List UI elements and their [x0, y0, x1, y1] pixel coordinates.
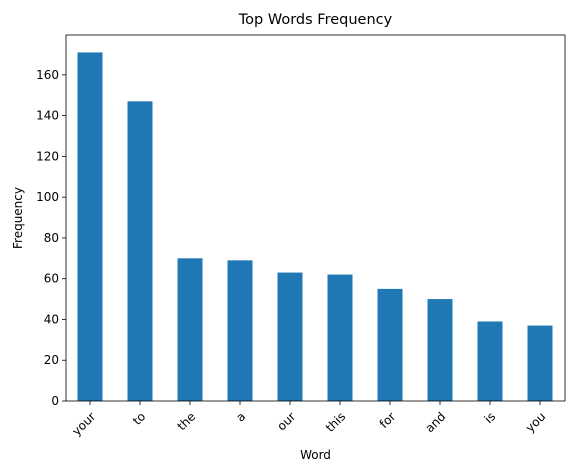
bar-you: [527, 325, 553, 401]
bar-the: [177, 258, 203, 401]
y-tick-label: 160: [36, 68, 59, 82]
y-tick-label: 20: [44, 353, 59, 367]
x-axis-label: Word: [300, 448, 331, 462]
bar-this: [327, 274, 353, 401]
x-tick-label: a: [233, 409, 248, 424]
x-tick-label: this: [323, 409, 348, 434]
x-tick-label: is: [482, 409, 499, 426]
x-tick-label: your: [69, 409, 98, 438]
bar-a: [227, 260, 253, 401]
bar-for: [377, 288, 403, 401]
bars-group: [77, 52, 553, 402]
bar-our: [277, 272, 303, 401]
chart-title: Top Words Frequency: [238, 12, 393, 28]
y-tick-label: 0: [51, 394, 59, 408]
bar-to: [127, 101, 153, 401]
y-axis: 0 20 40 60 80 100 120 140 160: [36, 68, 66, 408]
y-tick-label: 40: [44, 312, 59, 326]
x-tick-label: for: [377, 409, 399, 431]
x-tick-label: the: [175, 409, 199, 433]
y-tick-label: 100: [36, 190, 59, 204]
y-tick-label: 80: [44, 231, 59, 245]
plot-frame: [65, 34, 566, 402]
y-tick-label: 60: [44, 272, 59, 286]
y-tick-label: 140: [36, 109, 59, 123]
x-tick-label: to: [130, 409, 148, 427]
y-axis-label: Frequency: [11, 187, 25, 249]
x-tick-label: our: [274, 409, 298, 433]
y-tick-label: 120: [36, 149, 59, 163]
x-tick-label: you: [523, 409, 549, 435]
bar-and: [427, 299, 453, 401]
bar-is: [477, 321, 503, 401]
bar-your: [77, 52, 103, 402]
x-axis: your to the a our this for and is you: [69, 401, 548, 438]
x-tick-label: and: [422, 409, 448, 435]
